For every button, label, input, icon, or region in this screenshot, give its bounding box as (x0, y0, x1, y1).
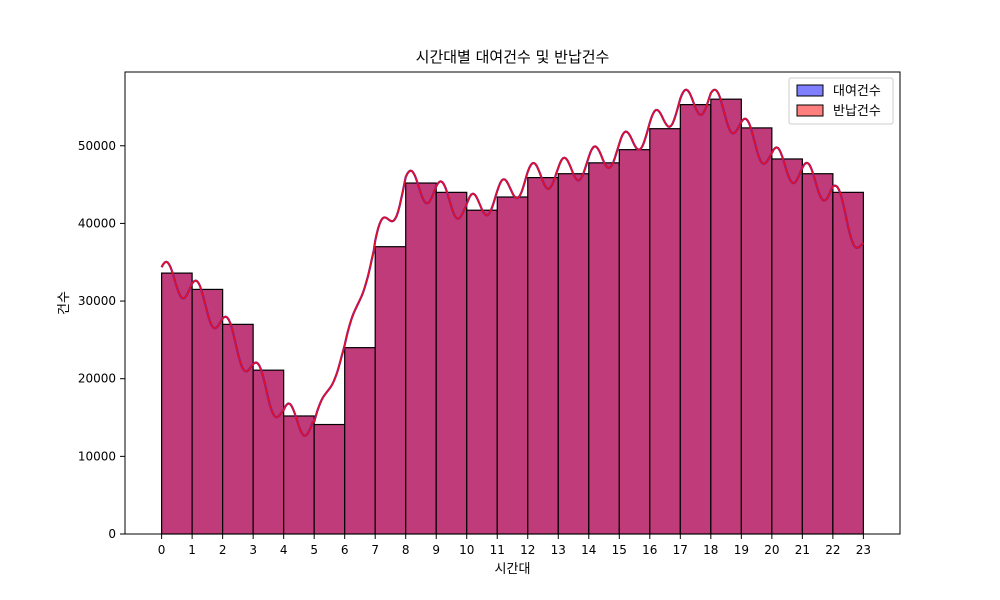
x-tick-label-20: 20 (764, 543, 779, 557)
x-tick-label-2: 2 (219, 543, 227, 557)
bar-19 (740, 127, 773, 535)
bar-20 (771, 158, 803, 535)
x-tick-label-10: 10 (459, 543, 474, 557)
x-tick-label-5: 5 (310, 543, 318, 557)
y-tick-label-50000: 50000 (78, 139, 116, 153)
bar-1 (191, 288, 224, 535)
bar-2 (222, 323, 254, 535)
plot-frame (124, 71, 901, 535)
y-tick-label-10000: 10000 (78, 449, 116, 463)
legend-label-return: 반납건수 (833, 104, 881, 119)
bar-18 (710, 98, 742, 535)
x-tick-label-1: 1 (188, 543, 196, 557)
kde-lines-layer (160, 88, 865, 437)
legend-swatch-return (796, 104, 824, 117)
y-axis-title: 건수 (57, 291, 72, 315)
bar-8 (405, 182, 437, 535)
x-tick-label-3: 3 (249, 543, 257, 557)
kde-line-return (160, 88, 864, 437)
x-tick-label-4: 4 (280, 543, 288, 557)
x-tick-label-22: 22 (825, 543, 840, 557)
axes-layer: 0 1 2 3 4 5 6 7 8 9 10 11 12 13 14 15 16 17 18 19 20 21 22 2301… (78, 71, 901, 557)
bar-9 (435, 191, 468, 535)
x-tick-label-19: 19 (734, 543, 749, 557)
bar-17 (679, 104, 712, 535)
x-tick-label-8: 8 (402, 543, 410, 557)
bar-0 (161, 272, 193, 535)
y-tick-label-40000: 40000 (78, 216, 116, 230)
bar-6 (344, 347, 376, 535)
x-tick-label-6: 6 (341, 543, 349, 557)
x-tick-label-7: 7 (371, 543, 379, 557)
x-tick-label-11: 11 (490, 543, 505, 557)
bar-11 (496, 196, 529, 535)
bar-10 (466, 209, 498, 535)
y-tick-label-20000: 20000 (78, 372, 116, 386)
x-axis-title: 시간대 (495, 562, 531, 577)
bar-21 (801, 173, 834, 535)
bar-5 (313, 423, 346, 535)
bar-22 (832, 191, 864, 535)
legend: 대여건수 반납건수 (788, 77, 894, 125)
x-tick-label-21: 21 (795, 543, 810, 557)
bar-13 (557, 173, 590, 535)
y-tick-label-0: 0 (108, 527, 116, 541)
bar-14 (588, 162, 620, 535)
x-tick-label-13: 13 (551, 543, 566, 557)
bar-15 (618, 149, 651, 535)
bars-layer (161, 98, 864, 535)
legend-swatch-rental (796, 84, 824, 97)
bar-7 (374, 246, 407, 535)
x-tick-label-0: 0 (158, 543, 166, 557)
x-tick-label-16: 16 (642, 543, 657, 557)
x-tick-label-23: 23 (856, 543, 871, 557)
legend-label-rental: 대여건수 (833, 84, 881, 99)
bar-4 (283, 415, 315, 535)
x-tick-label-17: 17 (673, 543, 688, 557)
x-tick-label-15: 15 (612, 543, 627, 557)
x-tick-label-14: 14 (581, 543, 596, 557)
bar-16 (649, 128, 681, 535)
bar-12 (527, 177, 559, 535)
y-tick-label-30000: 30000 (78, 294, 116, 308)
x-tick-label-12: 12 (520, 543, 535, 557)
x-tick-label-18: 18 (703, 543, 718, 557)
x-tick-label-9: 9 (432, 543, 440, 557)
chart-title: 시간대별 대여건수 및 반납건수 (416, 48, 610, 66)
